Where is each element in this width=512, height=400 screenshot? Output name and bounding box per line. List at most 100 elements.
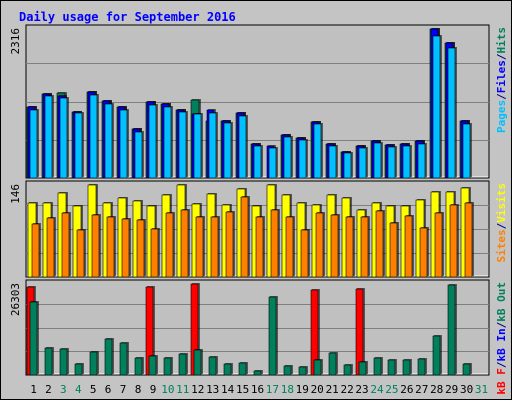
bar-visits-sites-7: [121, 218, 130, 278]
bar-hits-pages-16: [253, 145, 262, 179]
ymax-label-kbytes: 26303: [9, 283, 22, 316]
bar-visits-sites-27: [419, 227, 428, 278]
panel-visits: 146 Sites/Visits: [9, 180, 508, 278]
bar-visits-sites-25: [389, 222, 398, 278]
bar-hits-pages-25: [387, 146, 396, 179]
bar-kbytes-kb-out-23: [358, 361, 367, 376]
bar-hits-pages-17: [268, 147, 277, 179]
bar-visits-sites-10: [165, 212, 174, 278]
bar-hits-pages-29: [447, 47, 456, 179]
bar-visits-sites-18: [285, 216, 294, 278]
bar-hits-pages-12: [193, 113, 202, 179]
x-tick-label-17: 17: [266, 383, 279, 396]
bar-visits-sites-28: [434, 212, 443, 278]
legend-part-kbytes-0: kB F: [495, 368, 508, 395]
bar-hits-pages-3: [59, 97, 68, 179]
bar-visits-sites-12: [195, 216, 204, 278]
bar-kbytes-kb-out-15: [238, 362, 247, 376]
bar-kbytes-kb-out-19: [298, 366, 307, 376]
bar-kbytes-kb-out-13: [208, 356, 217, 376]
x-tick-label-9: 9: [150, 383, 157, 396]
bar-kbytes-kb-out-20: [313, 359, 322, 376]
bar-hits-pages-13: [208, 112, 217, 179]
x-tick-label-6: 6: [105, 383, 112, 396]
bar-visits-sites-19: [300, 229, 309, 278]
bar-kbytes-kb-out-5: [89, 351, 98, 376]
bar-visits-sites-23: [360, 216, 369, 278]
bar-hits-pages-8: [134, 131, 143, 179]
x-tick-label-14: 14: [221, 383, 235, 396]
bar-kbytes-kb-out-16: [253, 370, 262, 376]
x-tick-label-25: 25: [385, 383, 398, 396]
bar-visits-sites-9: [150, 228, 159, 278]
x-tick-label-7: 7: [120, 383, 127, 396]
x-tick-label-26: 26: [400, 383, 413, 396]
bar-kbytes-kb-out-26: [402, 359, 411, 376]
bar-kbytes-kb-out-30: [462, 363, 471, 376]
x-tick-label-22: 22: [340, 383, 353, 396]
bar-kbytes-kb-out-1: [29, 301, 38, 376]
legend-kbytes: kB F/kB In/kB Out: [495, 282, 508, 395]
legend-part-kbytes-1: /: [495, 361, 508, 368]
legend-visits: Sites/Visits: [495, 183, 508, 263]
legend-part-kbytes-2: kB In: [495, 328, 508, 361]
bar-visits-sites-22: [345, 216, 354, 278]
bar-kbytes-kb-out-12: [193, 349, 202, 376]
bar-kbytes-kb-out-22: [343, 364, 352, 376]
bar-kbytes-kb-out-10: [163, 357, 172, 376]
x-tick-label-29: 29: [445, 383, 458, 396]
x-tick-label-4: 4: [75, 383, 82, 396]
legend-part-hits-0: Pages: [495, 100, 508, 133]
bar-visits-sites-3: [61, 212, 70, 278]
bar-hits-pages-9: [148, 104, 157, 179]
bar-visits-sites-4: [76, 229, 85, 278]
bar-hits-pages-2: [44, 95, 53, 179]
chart-title: Daily usage for September 2016: [19, 10, 236, 24]
bar-kbytes-kb-out-24: [373, 357, 382, 376]
bar-visits-sites-24: [375, 210, 384, 278]
bar-hits-pages-4: [74, 112, 83, 179]
bar-visits-sites-8: [136, 219, 145, 278]
legend-part-hits-3: /: [495, 53, 508, 60]
bar-kbytes-kb-out-4: [74, 363, 83, 376]
x-tick-label-31: 31: [475, 383, 488, 396]
bar-hits-pages-1: [29, 109, 38, 179]
bar-hits-pages-21: [328, 145, 337, 179]
bar-hits-pages-6: [104, 103, 113, 179]
bar-kbytes-kb-out-9: [148, 355, 157, 376]
bar-kbytes-kb-out-8: [134, 357, 143, 376]
x-tick-label-23: 23: [355, 383, 368, 396]
bar-kbytes-kb-out-17: [268, 296, 277, 376]
ymax-label-visits: 146: [9, 184, 22, 204]
bar-kbytes-kb-out-18: [283, 365, 292, 376]
x-tick-label-27: 27: [415, 383, 428, 396]
x-tick-label-12: 12: [191, 383, 204, 396]
bar-visits-sites-16: [255, 216, 264, 278]
bar-kbytes-kb-out-11: [178, 353, 187, 376]
legend-part-visits-0: Sites: [495, 229, 508, 262]
bar-kbytes-kb-out-25: [387, 359, 396, 376]
bar-kbytes-kb-out-2: [44, 347, 53, 376]
legend-part-visits-1: /: [495, 222, 508, 229]
bar-visits-sites-1: [31, 223, 40, 278]
x-tick-label-16: 16: [251, 383, 264, 396]
bar-hits-pages-18: [283, 136, 292, 179]
x-tick-label-8: 8: [135, 383, 142, 396]
x-tick-label-3: 3: [60, 383, 67, 396]
legend-part-hits-2: Files: [495, 60, 508, 93]
legend-hits: Pages/Files/Hits: [495, 27, 508, 133]
bar-kbytes-kb-out-6: [104, 338, 113, 376]
bar-visits-sites-11: [180, 209, 189, 278]
bar-visits-sites-17: [270, 209, 279, 278]
bar-kbytes-kb-out-3: [59, 348, 68, 376]
legend-part-kbytes-3: /: [495, 321, 508, 328]
x-tick-label-19: 19: [296, 383, 309, 396]
bar-visits-sites-15: [240, 196, 249, 278]
bar-kbytes-kb-out-14: [223, 363, 232, 376]
legend-part-hits-4: Hits: [495, 27, 508, 54]
legend-part-visits-2: Visits: [495, 183, 508, 223]
x-tick-label-30: 30: [460, 383, 473, 396]
